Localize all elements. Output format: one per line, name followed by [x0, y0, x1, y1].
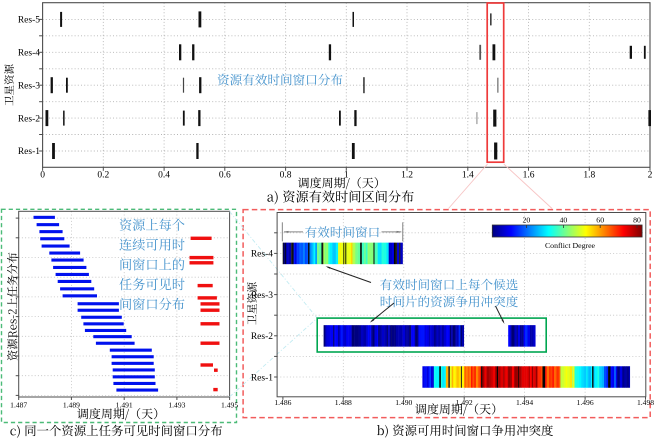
svg-text:1.490: 1.490 [395, 398, 412, 407]
svg-text:1.489: 1.489 [63, 400, 80, 409]
svg-text:40: 40 [560, 215, 568, 224]
svg-text:Res-4: Res-4 [251, 250, 273, 260]
svg-text:Res-3: Res-3 [251, 291, 273, 301]
svg-text:0: 0 [40, 171, 45, 181]
svg-text:1.495: 1.495 [221, 400, 238, 409]
svg-text:Res-1: Res-1 [18, 147, 40, 157]
svg-text:Res-5: Res-5 [18, 16, 40, 26]
svg-text:1.6: 1.6 [523, 171, 535, 181]
svg-text:0.6: 0.6 [219, 171, 231, 181]
svg-text:0.4: 0.4 [158, 171, 170, 181]
svg-text:0.8: 0.8 [280, 171, 292, 181]
svg-text:1.494: 1.494 [516, 398, 533, 407]
svg-text:Res-3: Res-3 [18, 81, 40, 91]
svg-text:1.493: 1.493 [168, 400, 185, 409]
svg-text:1.486: 1.486 [274, 398, 291, 407]
svg-text:Res-4: Res-4 [18, 49, 40, 59]
svg-text:Conflict Degree: Conflict Degree [545, 241, 596, 250]
svg-text:2: 2 [648, 171, 653, 181]
svg-text:1.2: 1.2 [401, 171, 413, 181]
svg-text:1.498: 1.498 [637, 398, 654, 407]
svg-text:80: 80 [633, 215, 641, 224]
svg-text:60: 60 [596, 215, 604, 224]
svg-text:Res-1: Res-1 [251, 373, 273, 383]
svg-text:1.492: 1.492 [456, 398, 473, 407]
svg-text:1: 1 [344, 171, 349, 181]
svg-text:20: 20 [523, 215, 531, 224]
svg-text:Res-2: Res-2 [18, 114, 40, 124]
svg-text:1.488: 1.488 [335, 398, 352, 407]
svg-text:1.496: 1.496 [577, 398, 594, 407]
svg-text:1.4: 1.4 [462, 171, 474, 181]
svg-text:0.2: 0.2 [97, 171, 109, 181]
svg-text:1.487: 1.487 [10, 400, 27, 409]
svg-text:1.491: 1.491 [116, 400, 133, 409]
svg-text:Res-2: Res-2 [251, 332, 273, 342]
svg-text:1.8: 1.8 [583, 171, 595, 181]
